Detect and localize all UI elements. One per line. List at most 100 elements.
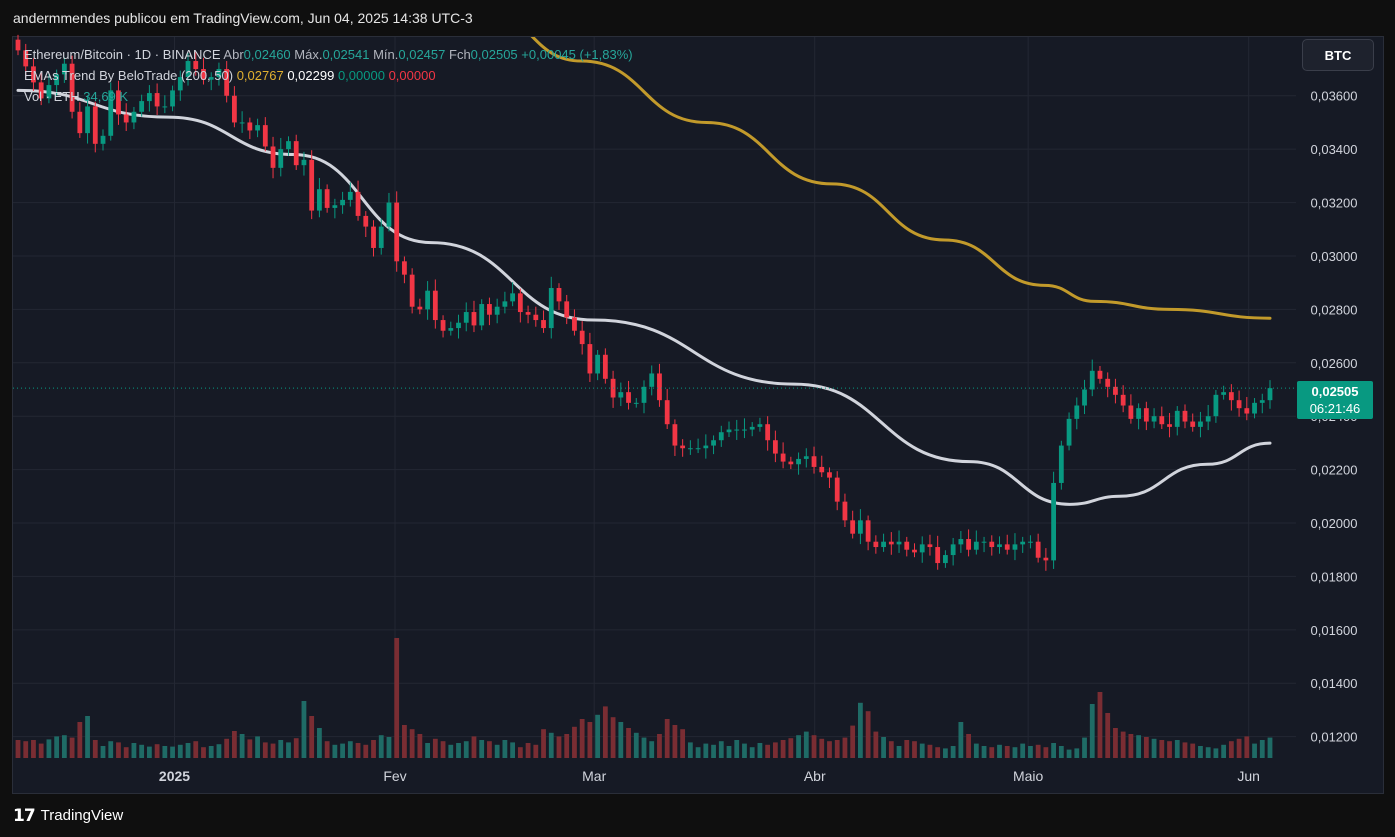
candle-body (1012, 544, 1018, 550)
volume-bar (1267, 737, 1273, 758)
candle-body (765, 424, 771, 441)
candle-body (1089, 370, 1095, 390)
indicator-name[interactable]: EMAs Trend By BeloTrade (200, 50) (24, 68, 234, 83)
candle-body (108, 90, 114, 136)
candle-body (378, 226, 384, 248)
volume-bar (286, 742, 291, 758)
volume-bar (1113, 728, 1118, 758)
footer-brand[interactable]: 17 TradingView (13, 803, 123, 829)
volume-bar (973, 743, 979, 758)
x-tick-label: Fev (383, 768, 406, 784)
volume-bar (1028, 746, 1033, 758)
volume-bars (15, 638, 1273, 758)
candle-body (402, 261, 407, 275)
volume-bar (309, 716, 315, 758)
volume-bar (15, 740, 21, 758)
volume-bar (224, 738, 230, 758)
ema50-value: 0,02299 (287, 68, 335, 83)
volume-bar (919, 743, 925, 758)
candle-body (154, 93, 160, 107)
candle-body (1043, 557, 1049, 561)
volume-bar (657, 734, 662, 758)
volume-bar (1221, 744, 1227, 758)
price-axis: 0,01200 0,01400 0,01600 0,01800 0,02000 0,022… (1311, 89, 1358, 745)
volume-bar (355, 743, 361, 758)
volume-bar (742, 743, 747, 758)
candle-body (216, 69, 222, 78)
candle-body (587, 344, 593, 374)
candle-body (904, 541, 910, 550)
candle-body (548, 288, 554, 329)
volume-bar (402, 725, 407, 758)
volume-bar (649, 741, 655, 758)
volume-bar (602, 706, 608, 758)
ema200-path (530, 37, 1272, 320)
volume-bar (177, 744, 183, 758)
volume-bar (734, 740, 740, 758)
candle-body (146, 93, 152, 102)
low-value: 0,02457 (398, 47, 446, 62)
volume-bar (1012, 747, 1018, 758)
candle-body (927, 544, 933, 548)
candle-body (525, 312, 531, 315)
y-tick-label: 0,02000 (1311, 516, 1358, 531)
candle-body (1136, 408, 1142, 419)
volume-bar (1252, 743, 1257, 758)
volume-bar (247, 739, 253, 758)
volume-bar (340, 743, 345, 758)
candle-body (695, 448, 701, 450)
candle-body (15, 39, 21, 51)
volume-bar (239, 734, 245, 758)
last-price-tag: 0,02505 06:21:46 (1297, 381, 1373, 419)
candle-body (116, 90, 121, 115)
volume-bar (695, 747, 701, 758)
candle-body (270, 146, 276, 168)
volume-bar (1043, 747, 1049, 758)
candle-body (1228, 392, 1234, 401)
candle-body (896, 541, 902, 545)
volume-label[interactable]: Vol · ETH (24, 89, 80, 104)
last-price-value: 0,02505 (1311, 384, 1359, 399)
volume-bar (201, 747, 206, 758)
volume-bar (1136, 735, 1142, 758)
candle-body (1097, 370, 1103, 379)
candle-body (324, 189, 330, 208)
currency-button[interactable]: BTC (1302, 39, 1374, 71)
candle-body (958, 539, 964, 545)
volume-bar (85, 716, 90, 758)
volume-bar (1167, 741, 1172, 758)
volume-bar (788, 738, 794, 758)
candle-body (69, 63, 75, 112)
volume-bar (1244, 736, 1250, 758)
candle-body (131, 111, 137, 123)
candle-body (162, 106, 168, 108)
volume-bar (687, 742, 693, 758)
candle-body (262, 125, 268, 147)
volume-bar (185, 743, 191, 758)
x-tick-label: Abr (804, 768, 826, 784)
candle-body (371, 226, 376, 248)
candle-body (664, 400, 670, 425)
candle-body (1074, 405, 1080, 419)
volume-bar (850, 725, 856, 758)
volume-bar (541, 729, 546, 758)
volume-bar (448, 744, 454, 758)
volume-bar (231, 731, 237, 758)
tradingview-logo-icon: 17 (13, 806, 36, 826)
volume-bar (208, 746, 214, 758)
candle-body (46, 85, 52, 99)
candle-body (1213, 394, 1219, 417)
symbol-label[interactable]: Ethereum/Bitcoin · 1D · BINANCE (24, 47, 221, 62)
candle-body (672, 424, 678, 446)
volume-bar (1074, 748, 1080, 758)
candlesticks (15, 34, 1273, 571)
candle-body (1198, 421, 1203, 427)
volume-bar (517, 747, 523, 758)
candle-body (332, 205, 338, 208)
low-label: Mín. (373, 47, 399, 62)
candle-body (834, 477, 840, 502)
volume-bar (456, 743, 461, 758)
volume-bar (409, 729, 415, 758)
volume-bar (1105, 713, 1111, 758)
